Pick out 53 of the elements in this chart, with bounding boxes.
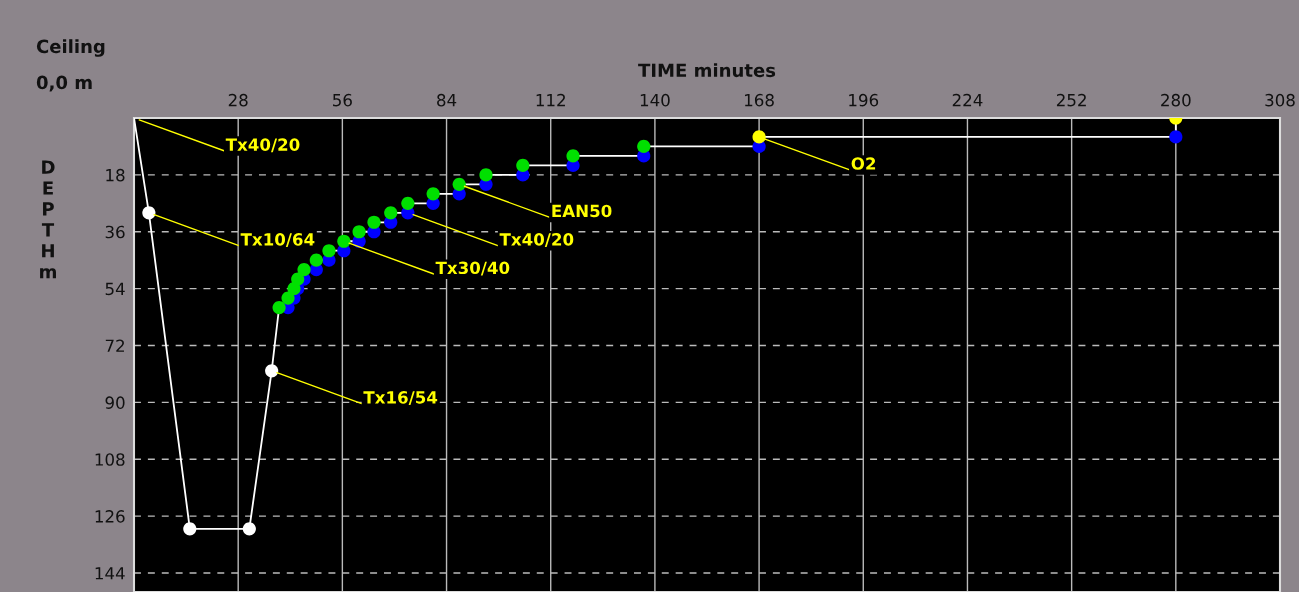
y-tick-label: 144 [95, 567, 125, 580]
x-tick-label: 280 [1161, 93, 1191, 107]
point [142, 206, 156, 220]
point [384, 206, 398, 220]
annotation: EAN50 [552, 204, 612, 218]
y-tick-label: 18 [106, 168, 125, 182]
point [479, 168, 493, 182]
point [752, 130, 766, 144]
x-tick-label: 112 [536, 93, 565, 107]
point [272, 301, 286, 315]
point [566, 149, 580, 163]
x-tick-label: 28 [228, 93, 248, 107]
y-tick-label: 126 [95, 510, 125, 523]
point [516, 158, 530, 172]
x-tick-label: 224 [952, 93, 983, 107]
annotation: Tx40/20 [225, 138, 300, 153]
annotation: O2 [851, 157, 876, 170]
annotation: Tx16/54 [363, 391, 438, 405]
point [242, 522, 256, 536]
point [452, 177, 466, 191]
point [309, 253, 323, 267]
y-tick-label: 54 [105, 282, 125, 296]
annotation: Tx30/40 [435, 261, 510, 276]
x-tick-label: 196 [849, 93, 879, 107]
x-tick-label: 168 [745, 93, 774, 107]
x-tick-label: 84 [437, 93, 457, 107]
text: Ceiling [36, 39, 105, 57]
point [291, 272, 305, 286]
point [322, 244, 336, 258]
point [637, 139, 651, 154]
point [367, 215, 381, 229]
point [401, 196, 415, 210]
y-tick-label: 72 [105, 339, 124, 352]
y-tick-label: 90 [105, 396, 125, 409]
point [281, 291, 295, 305]
x-tick-label: 56 [333, 93, 352, 107]
point [1169, 130, 1183, 144]
x-tick-label: 308 [1265, 93, 1295, 107]
annotation: Tx10/64 [240, 233, 315, 247]
y-tick-label: 108 [95, 453, 125, 466]
text: 0,0 m [36, 75, 92, 92]
point [426, 187, 440, 201]
annotation: Tx40/20 [499, 233, 574, 247]
point [337, 234, 351, 248]
point [352, 225, 366, 239]
point [297, 263, 311, 277]
x-tick-label: 252 [1056, 93, 1086, 107]
y-axis-title: DEPTH m [40, 160, 56, 279]
point [183, 522, 197, 536]
x-axis-title: TIME minutes [638, 63, 776, 78]
point [265, 364, 279, 378]
y-tick-label: 36 [105, 225, 125, 239]
x-tick-label: 140 [640, 93, 670, 107]
